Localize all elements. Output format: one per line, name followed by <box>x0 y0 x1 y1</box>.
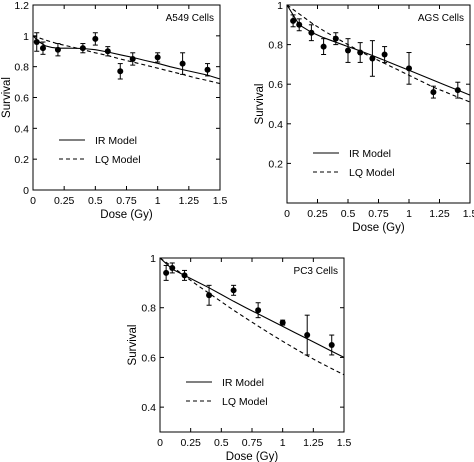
data-point <box>204 66 211 73</box>
legend-label: IR Model <box>95 135 137 147</box>
panel-title: A549 Cells <box>166 13 214 24</box>
data-point <box>117 68 124 75</box>
x-tick-label: 0 <box>157 437 163 449</box>
data-point <box>169 264 176 271</box>
series-line-lq-model <box>159 257 345 376</box>
y-axis-label: Survival <box>1 77 13 118</box>
chart-panel-1: 0 0.25 0.5 0.75 1 1.25 1.5 0 0.2 0.4 0.6 0.8 1 1.2 Dos… <box>1 0 227 221</box>
data-point <box>179 60 186 67</box>
y-tick-label: 0.8 <box>141 303 156 315</box>
y-axis-label: Survival <box>127 325 139 366</box>
x-tick-label: 0.5 <box>88 195 103 207</box>
series-line-lq-model <box>286 4 471 103</box>
x-tick-label: 0.75 <box>116 195 137 207</box>
data-point <box>79 45 86 52</box>
data-point <box>430 89 437 96</box>
data-point <box>290 17 297 24</box>
x-tick-label: 1.5 <box>463 208 474 220</box>
x-tick-label: 1 <box>406 208 412 220</box>
x-tick-label: 0.5 <box>214 437 229 449</box>
data-point <box>181 272 188 279</box>
x-axis-label: Dose (Gy) <box>226 451 279 462</box>
data-point <box>345 47 351 54</box>
data-point <box>357 49 364 56</box>
data-point <box>328 342 335 348</box>
x-tick-label: 0.5 <box>341 208 356 220</box>
data-point <box>255 307 262 314</box>
x-tick-label: 1.25 <box>179 195 200 207</box>
y-tick-label: 0.4 <box>14 123 29 135</box>
data-point <box>279 319 286 326</box>
data-point <box>129 55 136 62</box>
data-point <box>54 46 61 53</box>
y-tick-label: 0.6 <box>141 352 156 364</box>
y-tick-label: 0.4 <box>141 402 156 414</box>
series-line-lq-model <box>32 35 221 85</box>
y-tick-label: 0.2 <box>268 158 283 170</box>
legend-label: LQ Model <box>95 154 141 166</box>
x-tick-label: 1.5 <box>213 195 228 207</box>
x-tick-label: 0.75 <box>242 437 263 449</box>
data-point <box>154 54 161 61</box>
series-line-ir-model <box>159 257 345 358</box>
x-tick-label: 0 <box>284 208 290 220</box>
data-point <box>206 292 213 299</box>
y-axis-label: Survival <box>254 84 266 125</box>
panel-title: AGS Cells <box>418 13 464 24</box>
y-tick-label: 0.8 <box>14 62 29 74</box>
data-point <box>163 269 170 276</box>
x-tick-label: 0.25 <box>54 195 75 207</box>
data-point <box>104 48 111 55</box>
data-point <box>381 51 388 58</box>
x-axis-label: Dose (Gy) <box>352 222 405 234</box>
data-point <box>369 55 376 62</box>
x-tick-label: 0.75 <box>368 208 389 220</box>
y-tick-label: 1 <box>23 31 29 43</box>
y-tick-label: 0.4 <box>268 119 283 131</box>
y-tick-label: 0.6 <box>268 79 283 91</box>
data-point <box>296 21 303 28</box>
legend-label: IR Model <box>222 377 264 389</box>
x-tick-label: 0.25 <box>180 437 201 449</box>
data-point <box>39 45 46 52</box>
data-point <box>92 35 99 42</box>
series-line-ir-model <box>32 35 221 80</box>
series-line-ir-model <box>286 4 471 96</box>
y-tick-label: 0.2 <box>14 154 29 166</box>
y-tick-label: 1 <box>277 0 283 12</box>
x-tick-label: 1 <box>155 195 161 207</box>
data-point <box>308 29 315 36</box>
data-point <box>332 35 339 42</box>
legend-label: LQ Model <box>349 167 395 179</box>
y-tick-label: 0.6 <box>14 93 29 105</box>
x-tick-label: 1 <box>280 437 286 449</box>
x-tick-label: 1.25 <box>303 437 324 449</box>
data-point <box>304 332 311 339</box>
y-tick-label: 0 <box>23 185 29 197</box>
data-point <box>454 87 461 94</box>
y-tick-label: 0.8 <box>268 40 283 52</box>
x-tick-label: 0.25 <box>307 208 328 220</box>
panel-title: PC3 Cells <box>294 266 338 277</box>
data-point <box>406 65 412 72</box>
data-point <box>33 39 40 45</box>
legend-label: IR Model <box>349 148 391 160</box>
x-axis-label: Dose (Gy) <box>100 209 153 221</box>
x-tick-label: 1.5 <box>337 437 352 449</box>
y-tick-label: 1 <box>150 253 156 265</box>
y-tick-label: 1.2 <box>14 0 29 12</box>
data-point <box>320 43 327 50</box>
data-point <box>230 287 237 294</box>
x-tick-label: 0 <box>30 195 36 207</box>
legend-label: LQ Model <box>222 396 268 408</box>
x-tick-label: 1.25 <box>429 208 450 220</box>
